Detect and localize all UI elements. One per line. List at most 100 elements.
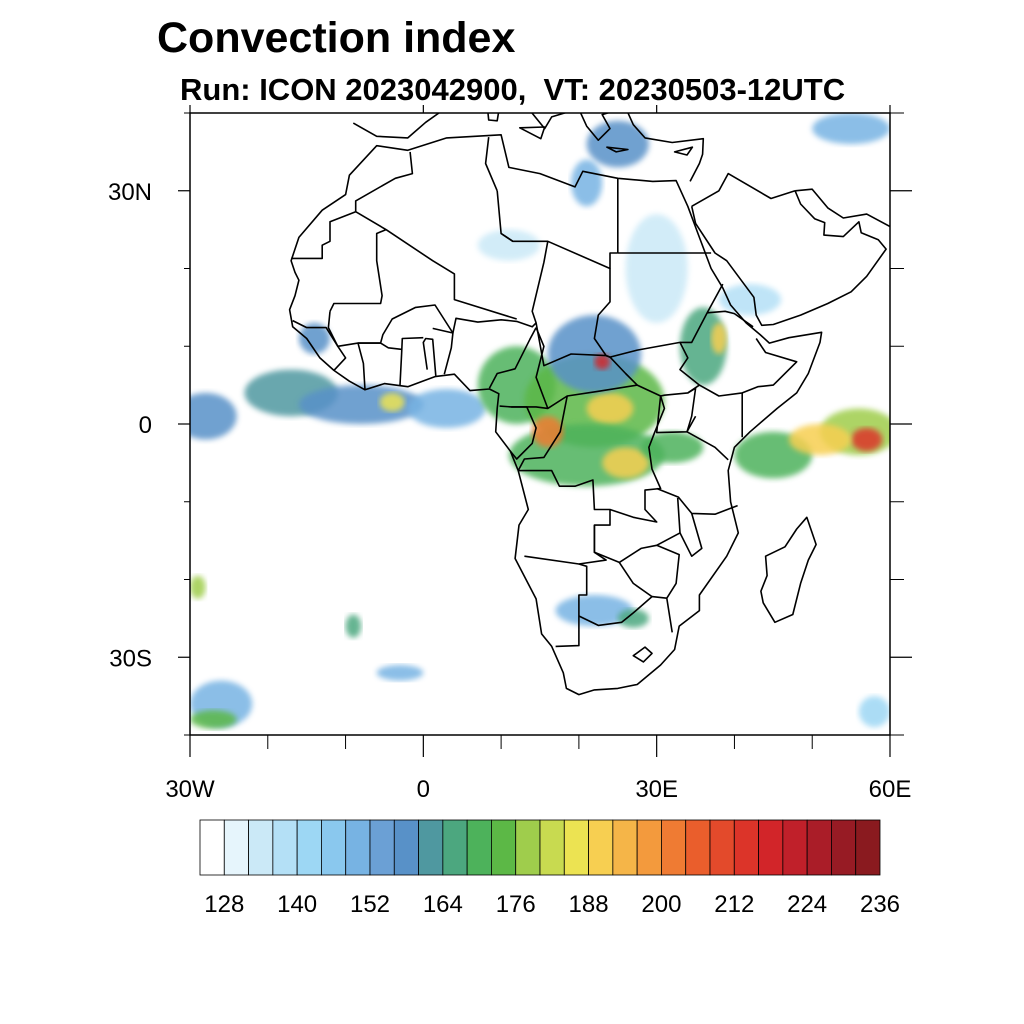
- lon-tick-label: 30E: [635, 776, 678, 803]
- border-benin-togo: [422, 337, 437, 376]
- axis-ticks: 30N 0 30S 30W 0 30E 60E: [108, 105, 912, 803]
- convection-cell: [376, 665, 424, 681]
- border-cote-divoire: [357, 342, 403, 390]
- lat-tick-label: 30N: [108, 179, 152, 206]
- convection-cell: [298, 385, 424, 424]
- colorbar-swatch: [296, 819, 322, 876]
- convection-cell: [858, 696, 890, 728]
- colorbar-swatch: [782, 819, 808, 876]
- convection-cell: [532, 416, 564, 448]
- colorbar-swatch: [199, 819, 225, 876]
- colorbar-label: 152: [350, 891, 390, 918]
- convection-cell: [379, 392, 405, 412]
- border-ghana: [399, 336, 424, 386]
- colorbar-swatch: [466, 819, 492, 876]
- border-ethiopia: [699, 338, 798, 397]
- border-congo-gabon: [509, 406, 537, 460]
- border-eritrea: [707, 310, 754, 328]
- colorbar-swatch: [855, 819, 881, 876]
- convection-cell: [477, 229, 540, 261]
- border-zambia: [593, 497, 681, 564]
- colorbar-swatch: [806, 819, 832, 876]
- sardinia: [487, 113, 500, 122]
- colorbar-swatch: [758, 819, 784, 876]
- lesotho: [632, 646, 653, 663]
- border-senegal-mali: [327, 311, 381, 348]
- colorbar-label: 236: [860, 891, 900, 918]
- sicily: [519, 126, 546, 140]
- border-drc-east: [609, 384, 666, 523]
- colorbar-label: 188: [569, 891, 609, 918]
- colorbar-swatch: [831, 819, 857, 876]
- border-south-sudan: [605, 341, 701, 397]
- lon-tick-label: 60E: [869, 776, 912, 803]
- colorbar-swatch: [345, 819, 371, 876]
- convection-cell: [298, 322, 331, 355]
- colorbar-swatch: [661, 819, 687, 876]
- colorbar-swatch: [636, 819, 662, 876]
- lon-tick-label: 0: [417, 776, 430, 803]
- colorbar-swatch: [588, 819, 614, 876]
- border-drc-congo: [517, 395, 568, 471]
- border-kenya-tanzania: [686, 387, 729, 461]
- africa-coastline: [288, 134, 823, 696]
- border-nigeria-cameroon: [488, 327, 537, 389]
- colorbar-swatch: [563, 819, 589, 876]
- colorbar-label: 164: [423, 891, 463, 918]
- convection-cell: [407, 389, 486, 428]
- convection-cell: [190, 392, 237, 440]
- border-burkina-mali: [379, 304, 454, 344]
- colorbar-swatch: [685, 819, 711, 876]
- convection-cell: [345, 614, 362, 638]
- convection-cell: [586, 392, 634, 425]
- madagascar-coastline: [760, 516, 817, 624]
- convection-cell: [190, 575, 206, 599]
- arabia-coastline: [690, 190, 887, 327]
- border-mauritania: [291, 210, 356, 260]
- colorbar-label: 200: [641, 891, 681, 918]
- border-benin-nigeria: [432, 327, 454, 375]
- border-zimbabwe: [618, 561, 653, 598]
- border-mozambique: [656, 544, 680, 633]
- colorbar-swatch: [515, 819, 541, 876]
- border-tunisia: [484, 137, 498, 192]
- border-tanzania-south: [656, 487, 738, 515]
- convection-cell: [718, 284, 782, 316]
- border-libya-niger: [500, 232, 514, 242]
- colorbar-label: 224: [787, 891, 827, 918]
- lat-tick-label: 30S: [109, 645, 152, 672]
- lon-tick-label: 30W: [165, 776, 215, 803]
- convection-cell: [586, 120, 649, 168]
- greece-turkey-coast: [579, 113, 705, 182]
- colorbar-swatch: [709, 819, 735, 876]
- border-morocco-algeria: [354, 151, 414, 212]
- colorbar-swatch: [272, 819, 298, 876]
- crete: [606, 146, 629, 153]
- map-title: Convection index: [157, 14, 516, 62]
- border-west-small: [292, 319, 347, 371]
- colorbar-swatch: [418, 819, 444, 876]
- colorbar: 128 140 152 164 176 188 200 212 224 236: [199, 819, 900, 918]
- colorbar-label: 128: [204, 891, 244, 918]
- colorbar-swatch: [442, 819, 468, 876]
- colorbar-swatch: [369, 819, 395, 876]
- border-sudan-ethiopia: [680, 283, 724, 344]
- convection-cell: [788, 424, 852, 456]
- border-botswana-namibia: [555, 563, 588, 648]
- coastlines-and-borders: [288, 113, 890, 696]
- colorbar-swatch: [612, 819, 638, 876]
- colorbar-label: 176: [496, 891, 536, 918]
- convection-field: [190, 113, 890, 729]
- convection-cell: [812, 113, 890, 145]
- border-malawi: [679, 513, 703, 557]
- convection-cell: [851, 427, 883, 452]
- border-mauritania-mali: [329, 228, 387, 312]
- border-uganda: [655, 395, 697, 434]
- colorbar-swatch: [733, 819, 759, 876]
- colorbar-label: 140: [277, 891, 317, 918]
- border-mali-algeria: [355, 211, 517, 320]
- convection-cell: [555, 595, 634, 627]
- convection-cell: [594, 354, 610, 370]
- colorbar-swatch: [223, 819, 249, 876]
